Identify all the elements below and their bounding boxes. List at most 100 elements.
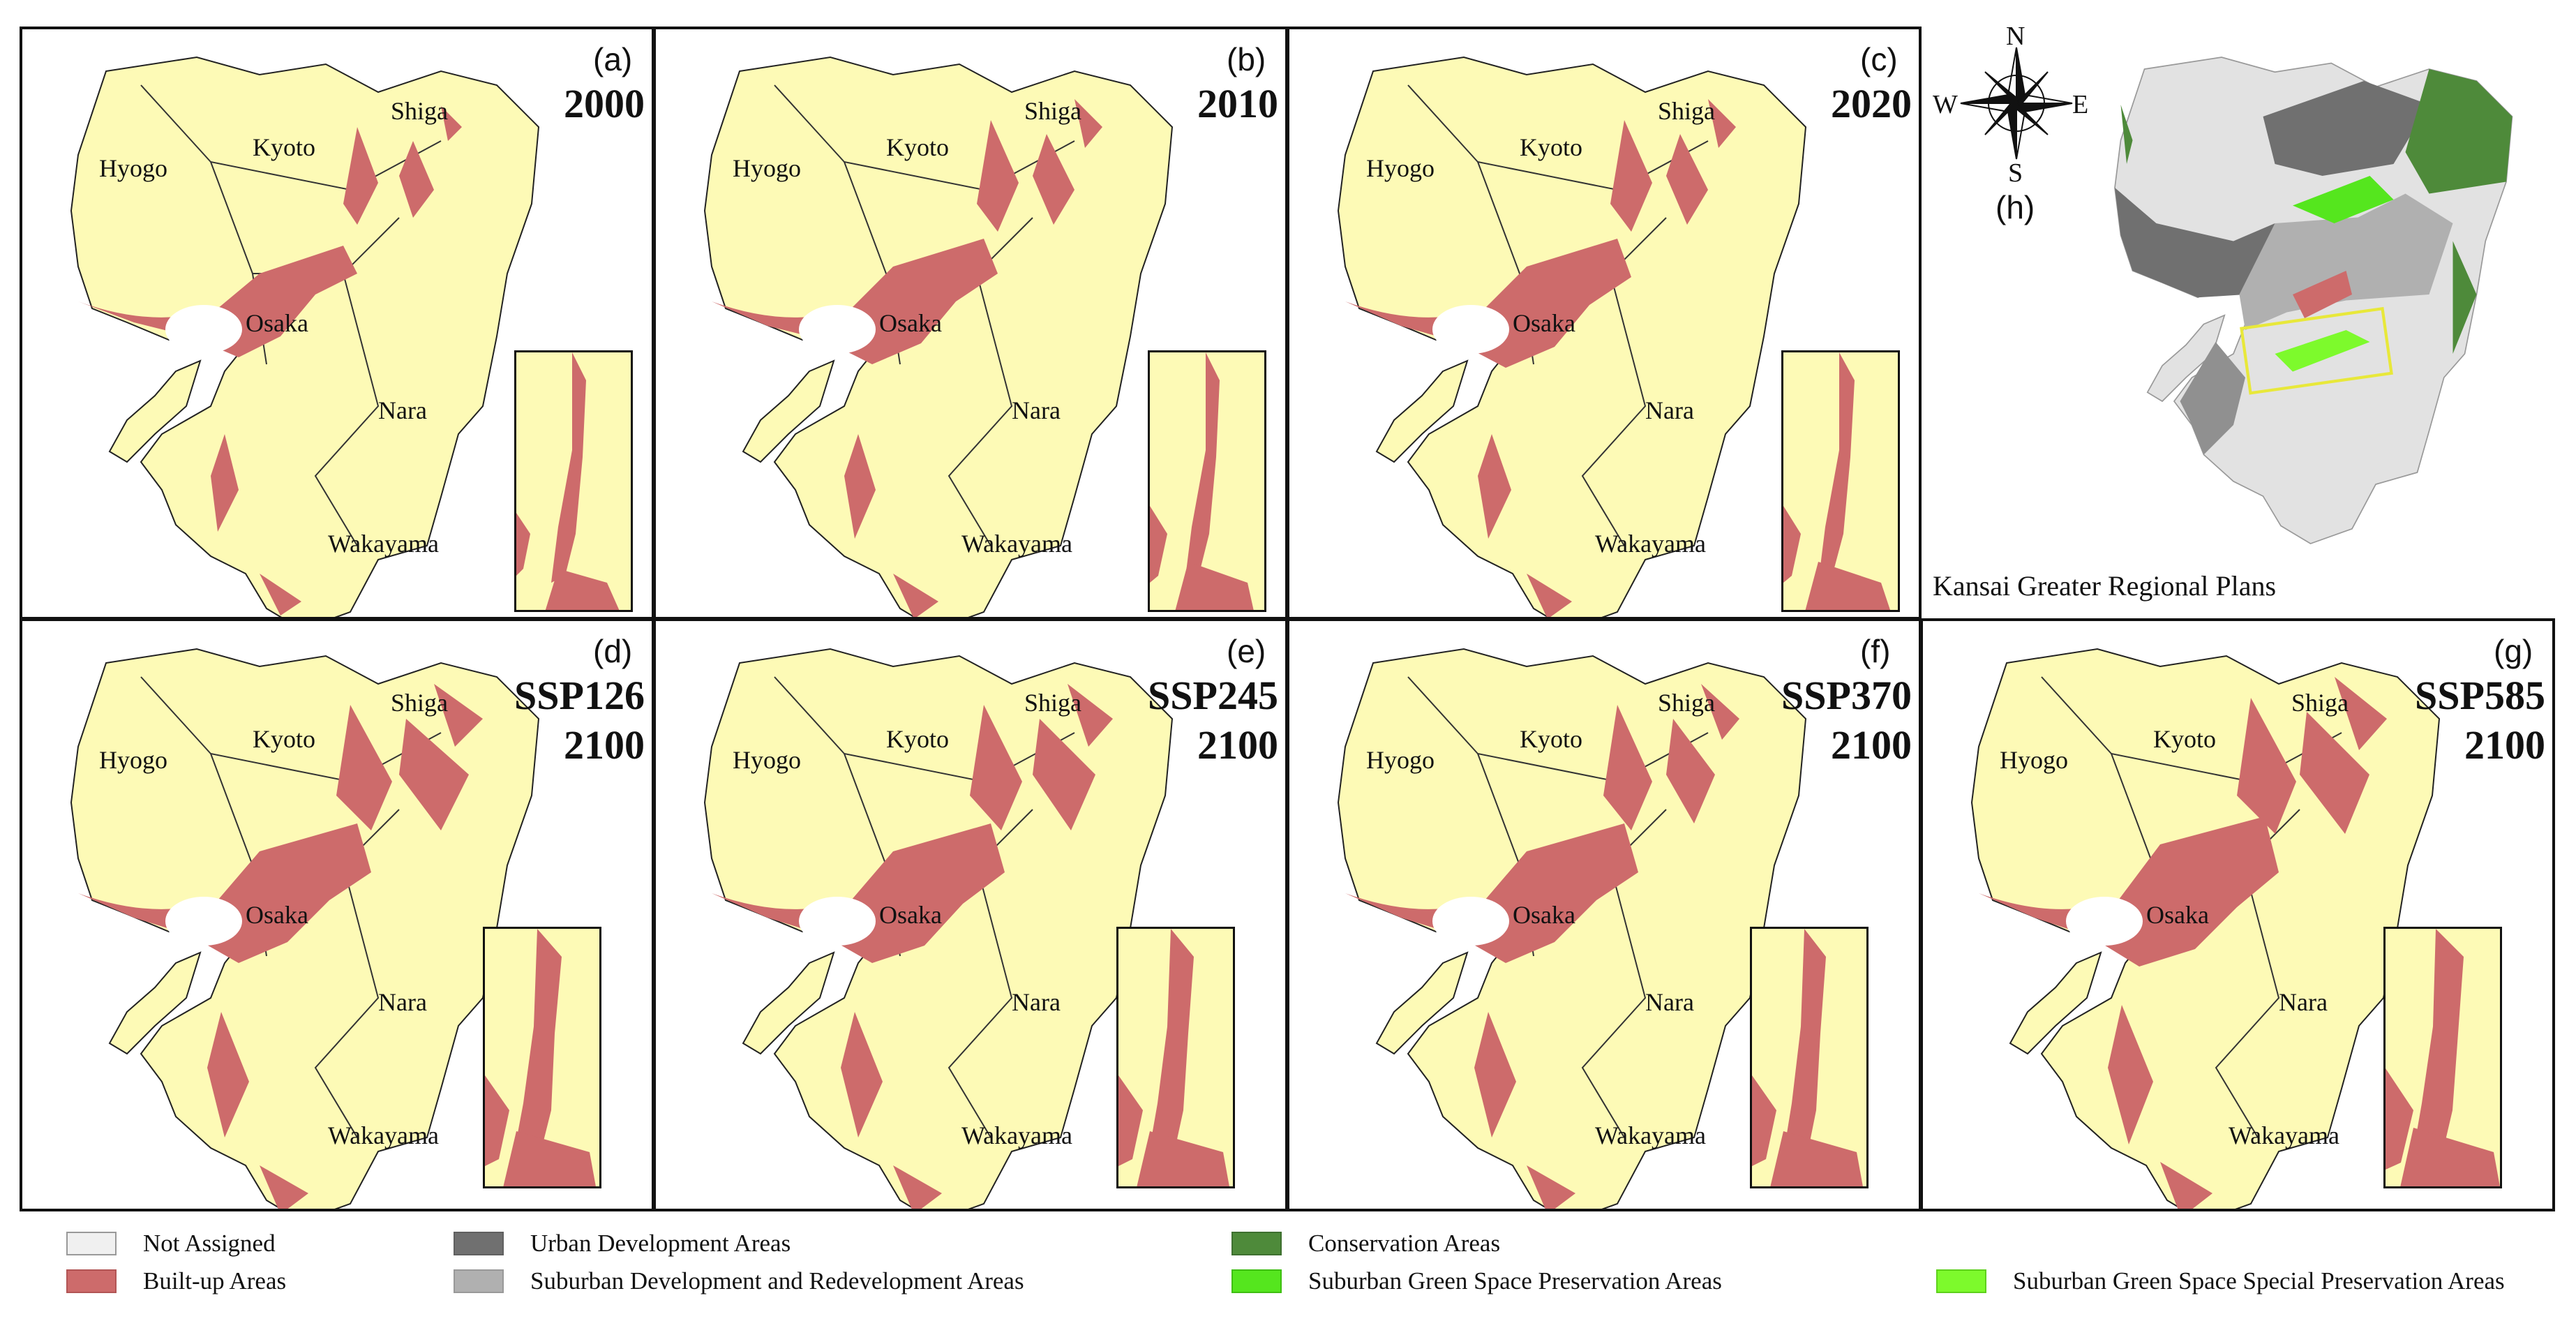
map-panel-g: (g) SSP585 2100 Hyogo Kyoto Shiga Osaka … bbox=[1920, 618, 2555, 1211]
panel-label: (b) bbox=[1227, 41, 1266, 77]
panel-year-line2: 2100 bbox=[1197, 722, 1278, 768]
inset-map bbox=[1116, 927, 1235, 1188]
panel-year: 2000 bbox=[564, 80, 645, 129]
region-label-wakayama: Wakayama bbox=[328, 530, 440, 558]
region-label-kyoto: Kyoto bbox=[2153, 725, 2216, 753]
region-label-osaka: Osaka bbox=[1513, 309, 1575, 337]
map-panel-a: (a) 2000 Hyogo Kyoto Shiga Osaka Nara Wa… bbox=[20, 27, 654, 620]
inset-map bbox=[514, 350, 633, 612]
region-label-shiga: Shiga bbox=[1024, 689, 1082, 717]
region-label-shiga: Shiga bbox=[391, 689, 449, 717]
panel-year-line1: 2020 bbox=[1831, 81, 1912, 126]
region-label-osaka: Osaka bbox=[2146, 901, 2209, 929]
region-label-wakayama: Wakayama bbox=[961, 1121, 1073, 1149]
panel-year: 2020 bbox=[1831, 80, 1912, 129]
panel-label: (c) bbox=[1860, 41, 1898, 77]
panel-label: (d) bbox=[593, 633, 633, 669]
legend-swatch bbox=[454, 1269, 504, 1293]
compass-south: S bbox=[2008, 158, 2023, 188]
region-label-osaka: Osaka bbox=[246, 901, 308, 929]
legend-label: Conservation Areas bbox=[1308, 1230, 1501, 1257]
legend-label: Suburban Development and Redevelopment A… bbox=[530, 1267, 1024, 1295]
legend-swatch bbox=[454, 1232, 504, 1255]
land-use-map bbox=[1971, 648, 2440, 1209]
land-use-map bbox=[704, 57, 1173, 617]
map-panel-b: (b) 2010 Hyogo Kyoto Shiga Osaka Nara Wa… bbox=[653, 27, 1288, 620]
legend-item-green-preservation: Suburban Green Space Preservation Areas bbox=[1231, 1267, 1722, 1295]
legend-swatch bbox=[1936, 1269, 1986, 1293]
legend-item-green-special-preservation: Suburban Green Space Special Preservatio… bbox=[1936, 1267, 2505, 1295]
region-label-hyogo: Hyogo bbox=[1366, 746, 1435, 774]
region-label-hyogo: Hyogo bbox=[99, 746, 167, 774]
legend-swatch bbox=[66, 1232, 117, 1255]
legend-label: Suburban Green Space Special Preservatio… bbox=[2013, 1267, 2505, 1295]
legend-swatch bbox=[66, 1269, 117, 1293]
legend-item-urban-dev: Urban Development Areas bbox=[454, 1230, 791, 1258]
compass-east: E bbox=[2072, 90, 2089, 119]
legend-label: Urban Development Areas bbox=[530, 1230, 791, 1257]
regional-plan-map bbox=[2114, 57, 2513, 544]
inset-map bbox=[1781, 350, 1900, 612]
land-use-map bbox=[70, 57, 539, 617]
region-label-shiga: Shiga bbox=[2291, 689, 2349, 717]
legend-label: Built-up Areas bbox=[143, 1267, 287, 1295]
inset-map bbox=[1148, 350, 1266, 612]
region-label-wakayama: Wakayama bbox=[1595, 1121, 1707, 1149]
legend-label: Not Assigned bbox=[143, 1230, 276, 1257]
region-label-nara: Nara bbox=[1012, 396, 1061, 424]
panel-label: (a) bbox=[593, 41, 633, 77]
panel-year-line2: 2100 bbox=[1831, 722, 1912, 768]
region-label-wakayama: Wakayama bbox=[961, 530, 1073, 558]
region-label-nara: Nara bbox=[378, 396, 427, 424]
panel-label: (e) bbox=[1227, 633, 1266, 669]
region-label-nara: Nara bbox=[1012, 988, 1061, 1016]
regional-plan-panel: N S E W (h) Kansai Greater Regional Plan… bbox=[1926, 27, 2568, 620]
region-label-hyogo: Hyogo bbox=[2000, 746, 2068, 774]
panel-year: SSP245 2100 bbox=[1148, 671, 1278, 770]
region-label-osaka: Osaka bbox=[879, 309, 942, 337]
compass-north: N bbox=[2006, 27, 2025, 51]
panel-year-line1: SSP245 bbox=[1148, 673, 1278, 718]
land-use-map bbox=[70, 648, 539, 1209]
legend-label: Suburban Green Space Preservation Areas bbox=[1308, 1267, 1722, 1295]
land-use-map bbox=[1338, 57, 1806, 617]
panel-year: SSP126 2100 bbox=[514, 671, 645, 770]
inset-map bbox=[2383, 927, 2502, 1188]
region-label-nara: Nara bbox=[2279, 988, 2328, 1016]
region-label-shiga: Shiga bbox=[1024, 97, 1082, 125]
panel-year: SSP585 2100 bbox=[2415, 671, 2545, 770]
legend-item-conservation: Conservation Areas bbox=[1231, 1230, 1500, 1258]
inset-map bbox=[1750, 927, 1869, 1188]
region-label-osaka: Osaka bbox=[879, 901, 942, 929]
region-label-wakayama: Wakayama bbox=[2229, 1121, 2340, 1149]
region-label-hyogo: Hyogo bbox=[1366, 154, 1435, 182]
panel-year-line1: 2000 bbox=[564, 81, 645, 126]
panel-label: (h) bbox=[1995, 189, 2035, 225]
panel-label: (f) bbox=[1860, 633, 1891, 669]
map-panel-e: (e) SSP245 2100 Hyogo Kyoto Shiga Osaka … bbox=[653, 618, 1288, 1211]
region-label-osaka: Osaka bbox=[1513, 901, 1575, 929]
map-panel-d: (d) SSP126 2100 Hyogo Kyoto Shiga Osaka … bbox=[20, 618, 654, 1211]
panel-year-line2: 2100 bbox=[564, 722, 645, 768]
region-label-wakayama: Wakayama bbox=[328, 1121, 440, 1149]
panel-label: (g) bbox=[2494, 633, 2533, 669]
panel-year-line1: SSP585 bbox=[2415, 673, 2545, 718]
region-label-shiga: Shiga bbox=[1658, 689, 1716, 717]
panel-year-line1: 2010 bbox=[1197, 81, 1278, 126]
region-label-hyogo: Hyogo bbox=[99, 154, 167, 182]
legend-swatch bbox=[1231, 1232, 1282, 1255]
panel-year-line1: SSP370 bbox=[1781, 673, 1912, 718]
region-label-nara: Nara bbox=[1645, 396, 1694, 424]
region-label-shiga: Shiga bbox=[391, 97, 449, 125]
compass-rose-icon bbox=[1960, 47, 2073, 160]
region-label-nara: Nara bbox=[1645, 988, 1694, 1016]
region-label-kyoto: Kyoto bbox=[886, 133, 949, 161]
map-panel-f: (f) SSP370 2100 Hyogo Kyoto Shiga Osaka … bbox=[1287, 618, 1922, 1211]
legend-swatch bbox=[1231, 1269, 1282, 1293]
region-label-osaka: Osaka bbox=[246, 309, 308, 337]
land-use-map bbox=[704, 648, 1173, 1209]
panel-year-line2: 2100 bbox=[2464, 722, 2545, 768]
region-label-kyoto: Kyoto bbox=[1520, 133, 1582, 161]
region-label-kyoto: Kyoto bbox=[1520, 725, 1582, 753]
region-label-nara: Nara bbox=[378, 988, 427, 1016]
